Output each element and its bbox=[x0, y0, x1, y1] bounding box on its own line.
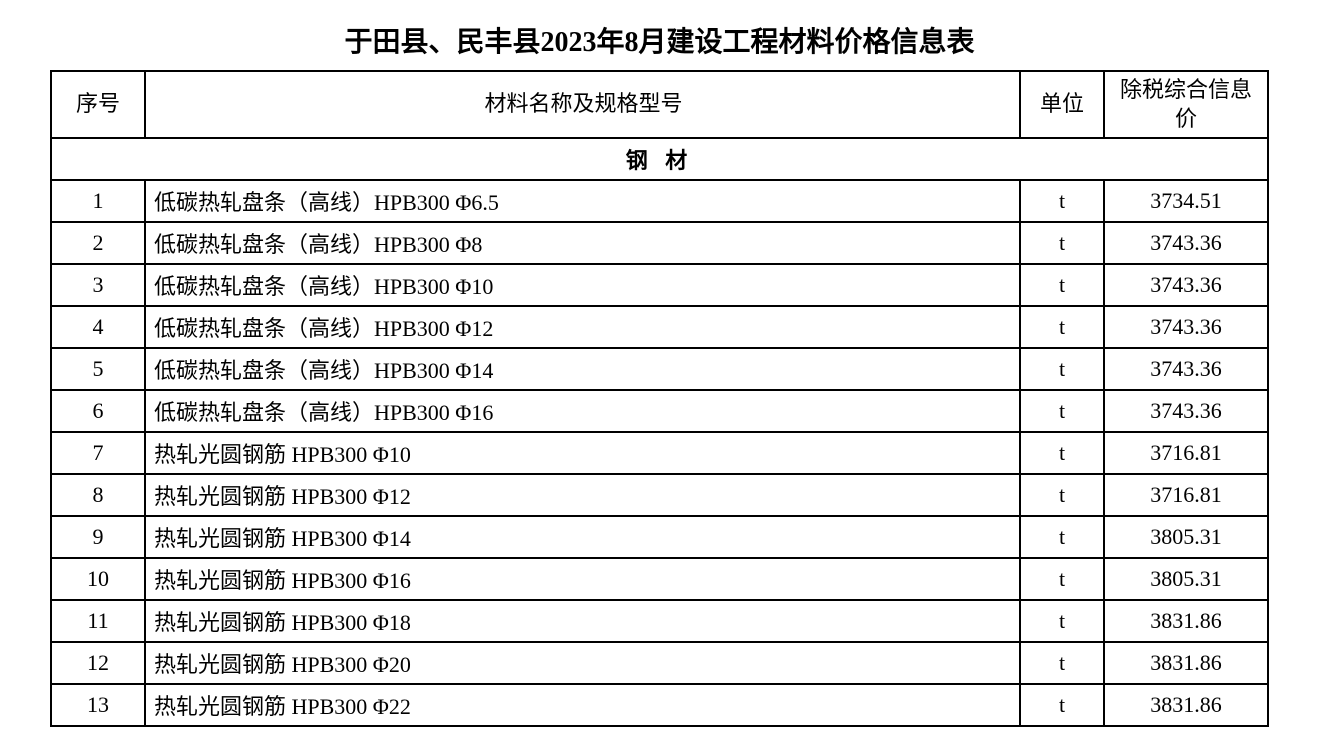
table-row: 4低碳热轧盘条（高线）HPB300 Φ12t3743.36 bbox=[51, 306, 1268, 348]
cell-name: 低碳热轧盘条（高线）HPB300 Φ14 bbox=[145, 348, 1020, 390]
cell-name: 热轧光圆钢筋 HPB300 Φ22 bbox=[145, 684, 1020, 726]
cell-unit: t bbox=[1020, 684, 1104, 726]
cell-price: 3831.86 bbox=[1104, 642, 1268, 684]
cell-name: 低碳热轧盘条（高线）HPB300 Φ6.5 bbox=[145, 180, 1020, 222]
table-row: 8热轧光圆钢筋 HPB300 Φ12t3716.81 bbox=[51, 474, 1268, 516]
cell-seq: 6 bbox=[51, 390, 145, 432]
cell-price: 3716.81 bbox=[1104, 432, 1268, 474]
header-seq: 序号 bbox=[51, 71, 145, 138]
cell-price: 3743.36 bbox=[1104, 306, 1268, 348]
cell-name: 热轧光圆钢筋 HPB300 Φ20 bbox=[145, 642, 1020, 684]
table-row: 11热轧光圆钢筋 HPB300 Φ18t3831.86 bbox=[51, 600, 1268, 642]
cell-unit: t bbox=[1020, 642, 1104, 684]
cell-price: 3805.31 bbox=[1104, 516, 1268, 558]
section-label: 钢 材 bbox=[51, 138, 1268, 180]
cell-seq: 3 bbox=[51, 264, 145, 306]
table-row: 13热轧光圆钢筋 HPB300 Φ22t3831.86 bbox=[51, 684, 1268, 726]
cell-unit: t bbox=[1020, 390, 1104, 432]
table-row: 5低碳热轧盘条（高线）HPB300 Φ14t3743.36 bbox=[51, 348, 1268, 390]
cell-unit: t bbox=[1020, 306, 1104, 348]
cell-name: 低碳热轧盘条（高线）HPB300 Φ8 bbox=[145, 222, 1020, 264]
cell-unit: t bbox=[1020, 558, 1104, 600]
cell-seq: 11 bbox=[51, 600, 145, 642]
header-unit: 单位 bbox=[1020, 71, 1104, 138]
cell-seq: 2 bbox=[51, 222, 145, 264]
cell-name: 热轧光圆钢筋 HPB300 Φ12 bbox=[145, 474, 1020, 516]
cell-price: 3805.31 bbox=[1104, 558, 1268, 600]
cell-seq: 9 bbox=[51, 516, 145, 558]
cell-seq: 13 bbox=[51, 684, 145, 726]
cell-seq: 8 bbox=[51, 474, 145, 516]
cell-price: 3743.36 bbox=[1104, 390, 1268, 432]
cell-seq: 12 bbox=[51, 642, 145, 684]
cell-unit: t bbox=[1020, 264, 1104, 306]
header-price: 除税综合信息价 bbox=[1104, 71, 1268, 138]
cell-seq: 10 bbox=[51, 558, 145, 600]
page-title: 于田县、民丰县2023年8月建设工程材料价格信息表 bbox=[50, 20, 1269, 60]
cell-seq: 1 bbox=[51, 180, 145, 222]
cell-unit: t bbox=[1020, 474, 1104, 516]
cell-unit: t bbox=[1020, 600, 1104, 642]
cell-seq: 7 bbox=[51, 432, 145, 474]
cell-unit: t bbox=[1020, 348, 1104, 390]
table-row: 3低碳热轧盘条（高线）HPB300 Φ10t3743.36 bbox=[51, 264, 1268, 306]
cell-price: 3716.81 bbox=[1104, 474, 1268, 516]
cell-seq: 4 bbox=[51, 306, 145, 348]
cell-unit: t bbox=[1020, 516, 1104, 558]
table-body: 钢 材 1低碳热轧盘条（高线）HPB300 Φ6.5t3734.512低碳热轧盘… bbox=[51, 138, 1268, 726]
cell-price: 3831.86 bbox=[1104, 600, 1268, 642]
cell-unit: t bbox=[1020, 180, 1104, 222]
cell-seq: 5 bbox=[51, 348, 145, 390]
table-row: 2低碳热轧盘条（高线）HPB300 Φ8t3743.36 bbox=[51, 222, 1268, 264]
cell-name: 热轧光圆钢筋 HPB300 Φ14 bbox=[145, 516, 1020, 558]
cell-name: 热轧光圆钢筋 HPB300 Φ10 bbox=[145, 432, 1020, 474]
table-row: 6低碳热轧盘条（高线）HPB300 Φ16t3743.36 bbox=[51, 390, 1268, 432]
cell-name: 低碳热轧盘条（高线）HPB300 Φ16 bbox=[145, 390, 1020, 432]
cell-price: 3734.51 bbox=[1104, 180, 1268, 222]
cell-price: 3743.36 bbox=[1104, 222, 1268, 264]
cell-unit: t bbox=[1020, 432, 1104, 474]
cell-name: 低碳热轧盘条（高线）HPB300 Φ12 bbox=[145, 306, 1020, 348]
cell-name: 低碳热轧盘条（高线）HPB300 Φ10 bbox=[145, 264, 1020, 306]
cell-price: 3831.86 bbox=[1104, 684, 1268, 726]
table-row: 1低碳热轧盘条（高线）HPB300 Φ6.5t3734.51 bbox=[51, 180, 1268, 222]
table-row: 9热轧光圆钢筋 HPB300 Φ14t3805.31 bbox=[51, 516, 1268, 558]
cell-price: 3743.36 bbox=[1104, 264, 1268, 306]
section-row: 钢 材 bbox=[51, 138, 1268, 180]
table-header-row: 序号 材料名称及规格型号 单位 除税综合信息价 bbox=[51, 71, 1268, 138]
cell-name: 热轧光圆钢筋 HPB300 Φ16 bbox=[145, 558, 1020, 600]
header-name: 材料名称及规格型号 bbox=[145, 71, 1020, 138]
cell-name: 热轧光圆钢筋 HPB300 Φ18 bbox=[145, 600, 1020, 642]
cell-price: 3743.36 bbox=[1104, 348, 1268, 390]
table-row: 10热轧光圆钢筋 HPB300 Φ16t3805.31 bbox=[51, 558, 1268, 600]
table-row: 12热轧光圆钢筋 HPB300 Φ20t3831.86 bbox=[51, 642, 1268, 684]
price-table: 序号 材料名称及规格型号 单位 除税综合信息价 钢 材 1低碳热轧盘条（高线）H… bbox=[50, 70, 1269, 727]
cell-unit: t bbox=[1020, 222, 1104, 264]
table-row: 7热轧光圆钢筋 HPB300 Φ10t3716.81 bbox=[51, 432, 1268, 474]
